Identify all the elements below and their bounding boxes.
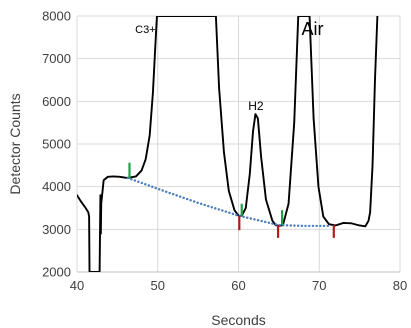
y-tick-label: 4000	[42, 179, 71, 194]
x-tick-label: 40	[70, 278, 84, 293]
y-tick-label: 6000	[42, 94, 71, 109]
y-axis-title: Detector Counts	[7, 93, 23, 194]
y-tick-label: 5000	[42, 137, 71, 152]
y-tick-label: 3000	[42, 222, 71, 237]
peak-annotation: C3+	[135, 24, 156, 36]
peak-annotation: H2	[248, 99, 264, 113]
x-tick-label: 80	[393, 278, 407, 293]
x-tick-label: 50	[151, 278, 165, 293]
y-tick-label: 2000	[42, 265, 71, 280]
x-tick-label: 60	[231, 278, 245, 293]
y-tick-label: 8000	[42, 9, 71, 24]
tick-labels: 2000 3000 4000 5000 6000 7000 8000 40 50 60 70 80	[42, 9, 407, 294]
x-axis-title: Seconds	[211, 312, 265, 328]
x-tick-label: 70	[312, 278, 326, 293]
annotation-layer: C3+ H2 Air	[135, 19, 323, 113]
y-tick-label: 7000	[42, 51, 71, 66]
peak-annotation: Air	[301, 19, 323, 39]
marker-layer	[128, 162, 335, 238]
